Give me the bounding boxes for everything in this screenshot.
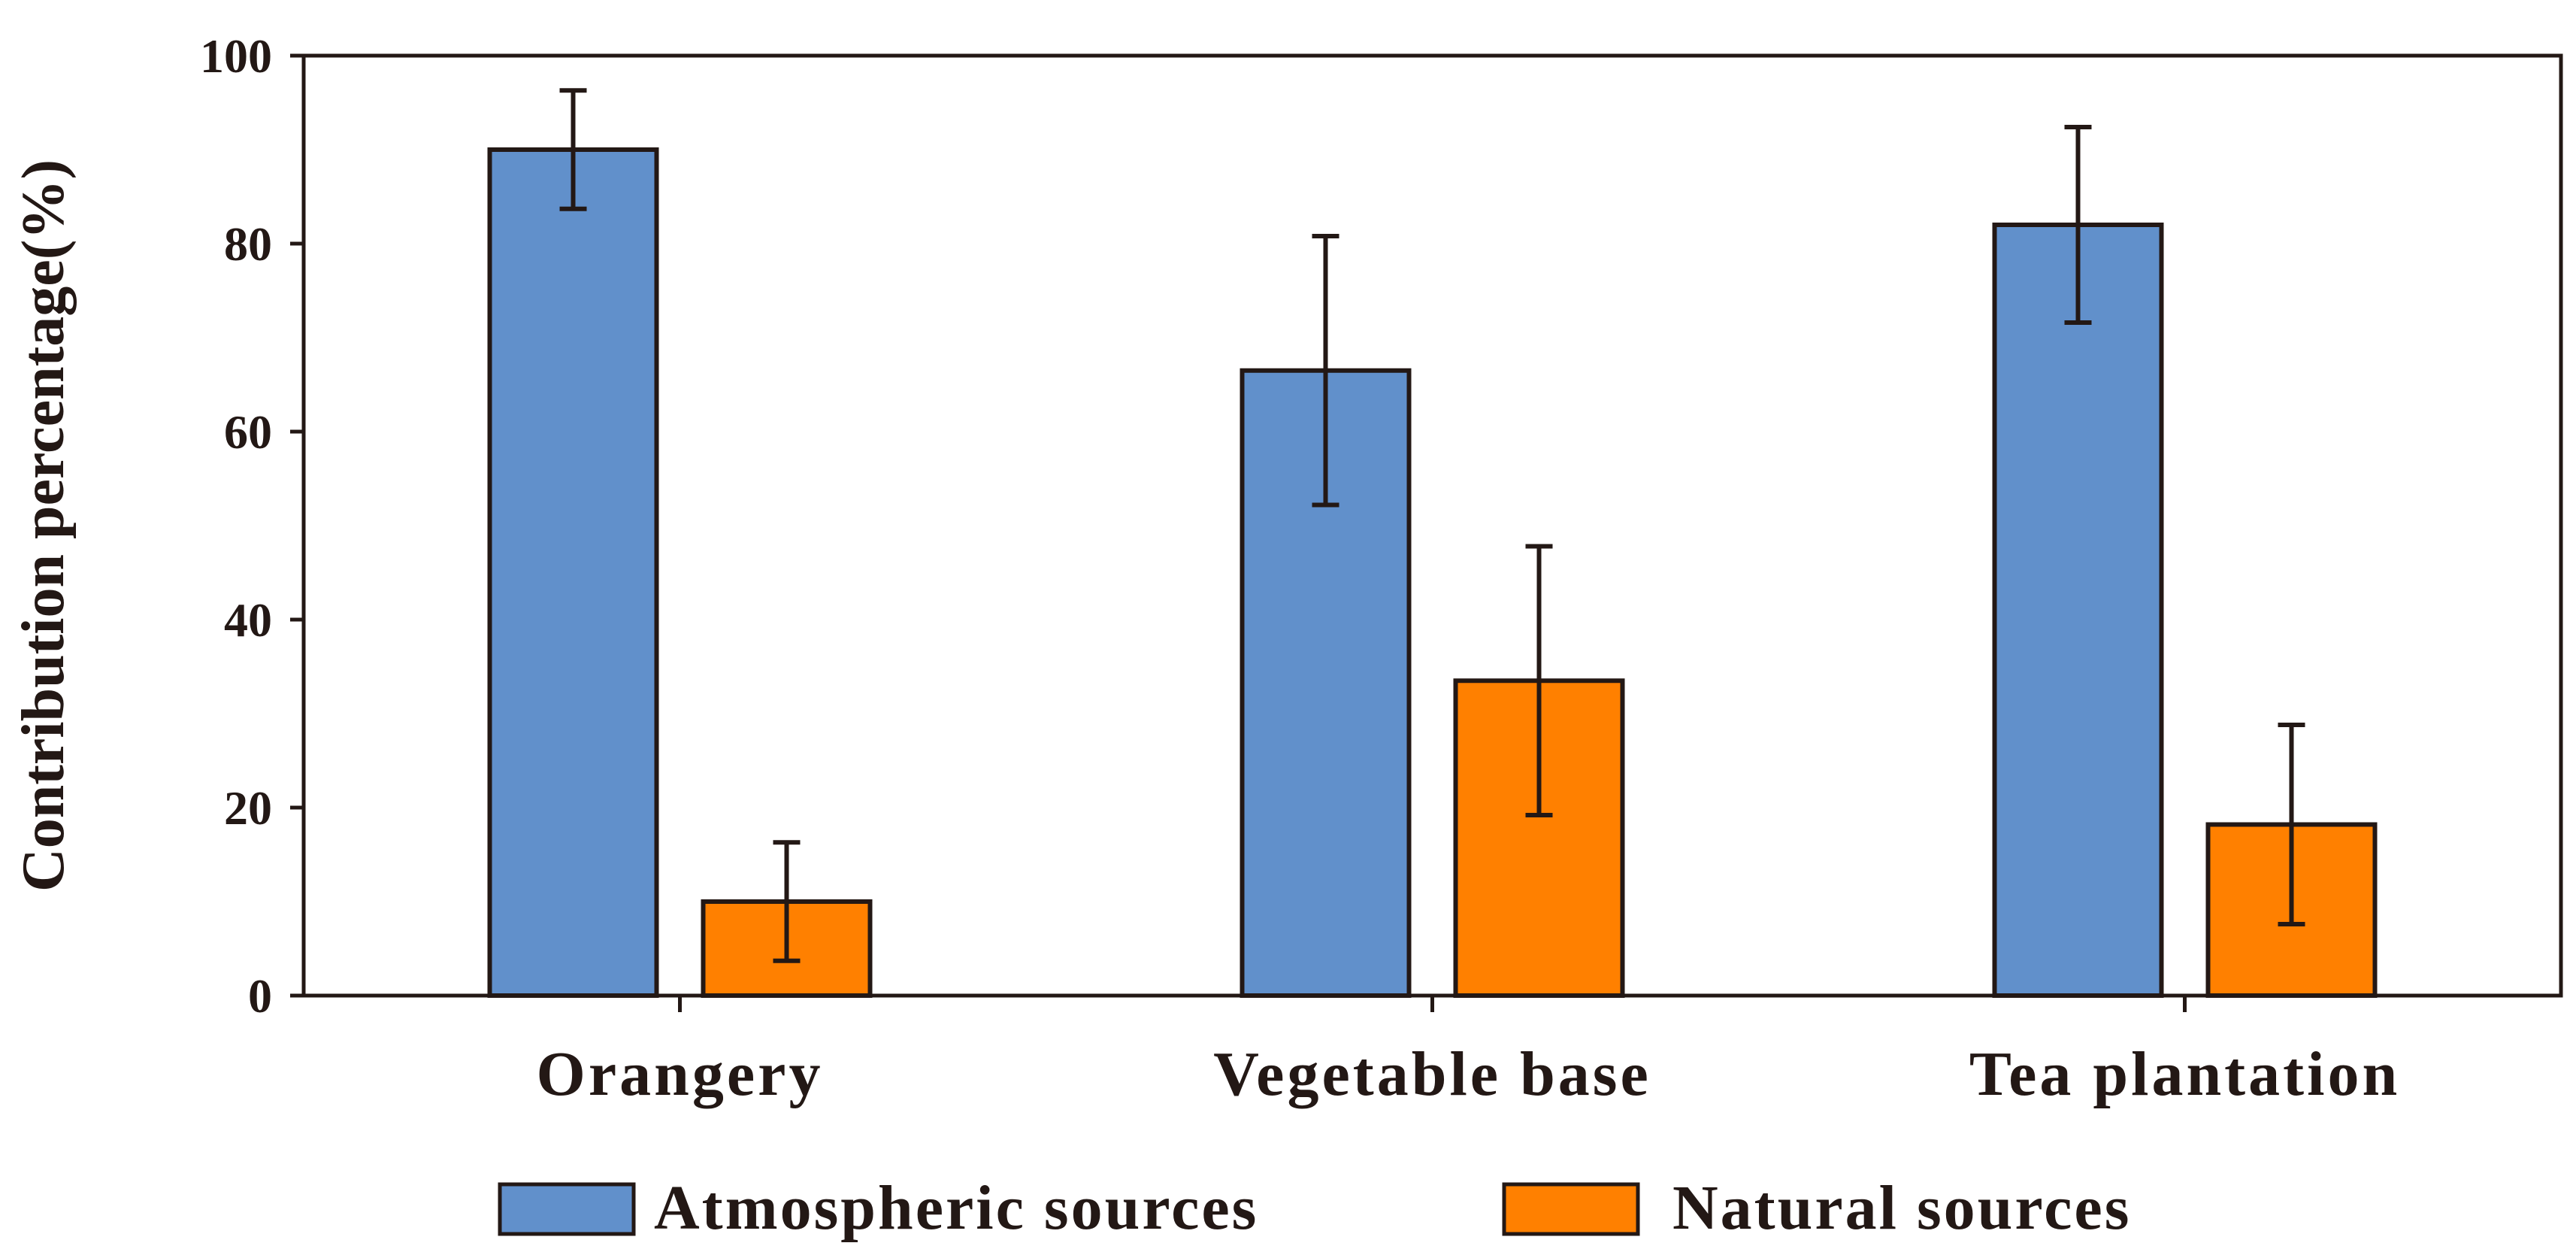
legend: Atmospheric sources Natural sources bbox=[498, 1173, 2131, 1243]
y-tick-label: 80 bbox=[224, 217, 272, 271]
y-tick-label: 60 bbox=[224, 405, 272, 459]
y-tick-label: 40 bbox=[224, 593, 272, 647]
y-axis-title: Contribution percentage(%) bbox=[11, 159, 77, 892]
bar bbox=[1992, 223, 2164, 998]
bar bbox=[487, 147, 659, 998]
legend-swatch bbox=[498, 1182, 636, 1236]
legend-swatch bbox=[1502, 1182, 1640, 1236]
y-tick-label: 100 bbox=[200, 29, 272, 83]
legend-label: Natural sources bbox=[1672, 1173, 2131, 1243]
y-tick-label: 20 bbox=[224, 781, 272, 835]
ticks-layer: 0 20 40 60 80 100 Orangery Vegetable base Tea pl… bbox=[200, 29, 2400, 1109]
x-tick-label: Orangery bbox=[537, 1039, 824, 1109]
y-tick-label: 0 bbox=[248, 969, 272, 1023]
x-tick-label: Vegetable base bbox=[1213, 1039, 1651, 1109]
x-tick-label: Tea plantation bbox=[1969, 1039, 2400, 1109]
legend-label: Atmospheric sources bbox=[654, 1173, 1258, 1243]
bars-layer bbox=[487, 88, 2378, 998]
